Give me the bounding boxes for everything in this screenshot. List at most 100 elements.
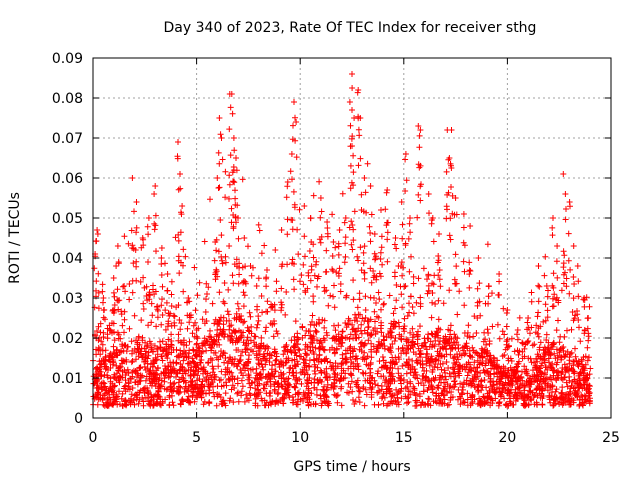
data-point [228, 386, 235, 393]
data-point [317, 214, 324, 221]
data-point [586, 389, 593, 396]
data-point [341, 219, 348, 226]
data-point [435, 334, 441, 341]
data-point [398, 291, 405, 298]
x-axis-label: GPS time / hours [293, 459, 410, 475]
data-point [429, 344, 435, 350]
data-point [483, 384, 490, 391]
data-point [119, 390, 126, 397]
data-point [291, 362, 298, 369]
data-point [226, 377, 233, 383]
data-point [289, 256, 296, 263]
data-point [97, 329, 104, 336]
data-point [355, 334, 362, 341]
data-point [398, 380, 405, 387]
data-point [258, 250, 265, 257]
data-point [487, 352, 494, 359]
y-tick-label: 0.08 [52, 91, 83, 107]
data-point [215, 363, 222, 370]
x-tick-label: 20 [498, 430, 516, 446]
data-point [420, 388, 427, 395]
data-point [215, 185, 222, 191]
data-point [239, 383, 246, 390]
data-point [133, 392, 140, 399]
data-point [180, 378, 187, 385]
data-point [226, 243, 233, 249]
data-point [184, 325, 191, 332]
data-point [585, 337, 592, 344]
data-point [409, 334, 416, 341]
data-point [202, 309, 209, 315]
data-point [126, 281, 133, 287]
y-tick-label: 0.06 [52, 171, 83, 187]
data-point [213, 402, 220, 409]
data-point [483, 341, 490, 348]
data-point [216, 160, 223, 167]
data-point [568, 326, 575, 333]
data-point [392, 305, 398, 312]
data-point [362, 340, 369, 347]
data-point [330, 239, 337, 245]
data-point [356, 132, 363, 139]
data-point [149, 312, 156, 319]
data-point [293, 380, 300, 387]
data-point [301, 233, 308, 240]
data-point [229, 356, 236, 363]
data-point [459, 384, 466, 391]
data-point [438, 366, 445, 373]
data-point [446, 287, 453, 294]
data-point [370, 327, 377, 334]
data-point [278, 285, 285, 292]
x-tick-label: 10 [291, 430, 309, 446]
data-point [297, 278, 303, 285]
data-point [290, 276, 297, 283]
data-point [586, 354, 592, 361]
data-point [416, 144, 423, 151]
data-point [316, 351, 323, 358]
data-point [469, 398, 476, 405]
data-point [372, 256, 378, 263]
data-point [444, 206, 450, 213]
data-point [94, 227, 101, 233]
data-point [144, 365, 151, 372]
data-point [477, 353, 483, 360]
data-point [448, 184, 454, 190]
data-point [323, 365, 330, 372]
y-axis-label: ROTI / TECUs [7, 192, 23, 284]
data-point [180, 288, 187, 295]
data-point [283, 391, 290, 398]
data-point [364, 160, 371, 167]
data-point [213, 247, 220, 254]
data-point [572, 353, 579, 360]
data-point [291, 99, 297, 105]
data-point [307, 215, 314, 221]
data-point [377, 273, 384, 280]
data-point [253, 370, 260, 377]
data-point [416, 393, 423, 400]
data-point [555, 317, 561, 324]
data-point [233, 363, 240, 370]
data-point [367, 238, 374, 245]
data-point [494, 384, 501, 391]
data-point [352, 398, 359, 405]
data-point [146, 370, 153, 377]
data-point [494, 321, 501, 328]
data-point [567, 203, 573, 210]
data-point [300, 261, 307, 268]
data-point [422, 354, 429, 361]
data-point [437, 283, 444, 290]
data-point [246, 309, 253, 316]
data-point [291, 333, 298, 340]
data-point [549, 232, 556, 239]
data-point [584, 315, 591, 322]
data-point [376, 358, 383, 365]
data-point [219, 156, 226, 163]
data-point [446, 401, 452, 408]
data-point [531, 379, 538, 385]
data-point [523, 393, 530, 400]
data-point [447, 236, 454, 243]
data-point [263, 357, 270, 364]
data-point [358, 330, 365, 337]
data-point [222, 259, 229, 266]
data-point [557, 333, 564, 340]
